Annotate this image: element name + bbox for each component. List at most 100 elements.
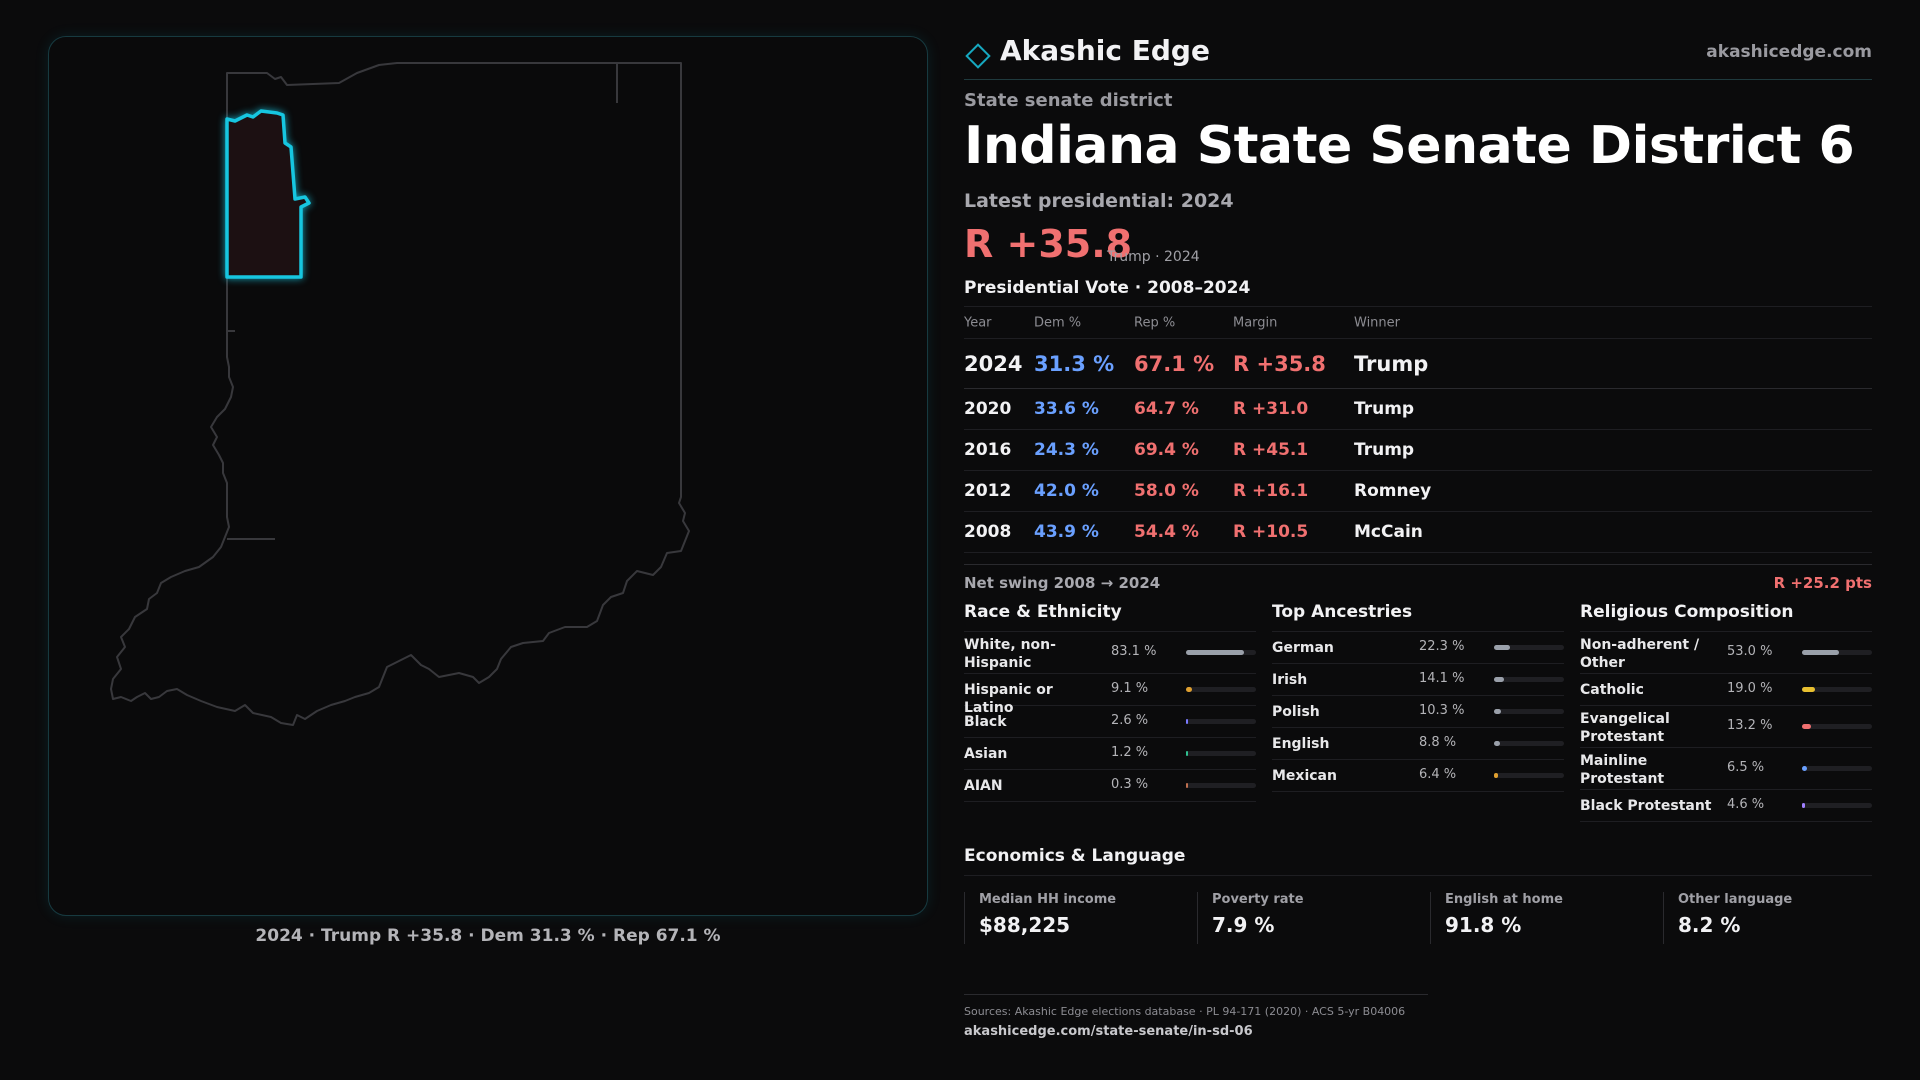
item-value: 4.6 % [1727,797,1765,812]
list-item: Evangelical Protestant 13.2 % [1580,706,1872,748]
diamond-icon [965,43,991,69]
item-label: White, non-Hispanic [964,637,1056,671]
brand-header: Akashic Edge akashicedge.com [964,32,1872,80]
row-dem: 43.9 % [1034,522,1099,542]
item-value: 19.0 % [1727,681,1773,696]
sources-url[interactable]: akashicedge.com/state-senate/in-sd-06 [964,1024,1253,1039]
row-year: 2008 [964,522,1012,542]
presidential-table-title: Presidential Vote · 2008–2024 [964,278,1251,298]
item-label: Evangelical Protestant [1580,711,1670,745]
item-label: Catholic [1580,682,1644,698]
district-map[interactable] [48,36,928,916]
item-bar-track [1186,783,1256,788]
item-bar-track [1494,645,1564,650]
row-margin: R +10.5 [1233,522,1309,542]
item-label: Mainline Protestant [1580,753,1665,787]
district-6-shape[interactable] [225,109,311,279]
econ-label: English at home [1445,892,1563,907]
item-label: Mexican [1272,768,1337,784]
headline-margin: R +35.8 [964,222,1133,266]
item-bar-fill [1186,783,1188,788]
item-bar-track [1186,719,1256,724]
list-item: Non-adherent / Other 53.0 % [1580,632,1872,674]
row-winner: Trump [1354,399,1415,419]
col-margin: Margin [1233,315,1278,330]
item-value: 53.0 % [1727,644,1773,659]
ancestries-section: Top Ancestries German 22.3 % Irish 14.1 % Po… [1272,602,1564,792]
list-item: Asian 1.2 % [964,738,1256,770]
item-bar-fill [1802,650,1840,655]
list-item: Mexican 6.4 % [1272,760,1564,792]
page-title: Indiana State Senate District 6 [964,116,1855,176]
sources-footer: Sources: Akashic Edge elections database… [964,994,1428,1039]
item-value: 9.1 % [1111,681,1149,696]
list-item: German 22.3 % [1272,632,1564,664]
item-bar-track [1802,766,1872,771]
item-label: German [1272,640,1334,656]
map-caption: 2024 · Trump R +35.8 · Dem 31.3 % · Rep … [255,926,721,946]
row-winner: Trump [1354,440,1415,460]
presidential-vote-table: Year Dem % Rep % Margin Winner 2024 31.3… [964,306,1872,553]
row-rep: 69.4 % [1134,440,1199,460]
item-bar-fill [1186,687,1193,692]
econ-value: 8.2 % [1678,913,1741,937]
item-bar-fill [1494,709,1502,714]
item-bar-track [1494,773,1564,778]
item-value: 22.3 % [1419,639,1465,654]
brand-name: Akashic Edge [1000,34,1210,67]
item-bar-fill [1186,751,1188,756]
item-bar-fill [1494,741,1501,746]
row-dem: 42.0 % [1034,481,1099,501]
table-row: 2008 43.9 % 54.4 % R +10.5 McCain [964,512,1872,553]
row-margin: R +45.1 [1233,440,1309,460]
row-dem: 24.3 % [1034,440,1099,460]
item-bar-track [1802,650,1872,655]
item-label: Polish [1272,704,1320,720]
list-item: Hispanic or Latino 9.1 % [964,674,1256,716]
econ-value: 91.8 % [1445,913,1522,937]
item-value: 83.1 % [1111,644,1157,659]
headline-margin-sub: Trump · 2024 [1107,249,1200,265]
list-item: Polish 10.3 % [1272,696,1564,728]
econ-card-income: Median HH income $88,225 [964,892,1184,944]
page-kicker: State senate district [964,90,1173,111]
religion-section: Religious Composition Non-adherent / Oth… [1580,602,1872,822]
sources-text: Sources: Akashic Edge elections database… [964,1005,1406,1018]
item-bar-fill [1494,773,1499,778]
item-value: 13.2 % [1727,718,1773,733]
econ-label: Median HH income [979,892,1117,907]
item-value: 10.3 % [1419,703,1465,718]
row-rep: 64.7 % [1134,399,1199,419]
row-year: 2024 [964,351,1023,376]
row-dem: 31.3 % [1034,351,1115,376]
row-year: 2020 [964,399,1012,419]
row-winner: Trump [1354,351,1429,376]
brand-url[interactable]: akashicedge.com [1706,42,1872,62]
item-bar-track [1802,803,1872,808]
race-ethnicity-section: Race & Ethnicity White, non-Hispanic 83.1… [964,602,1256,802]
item-label: Asian [964,746,1008,762]
item-bar-fill [1186,650,1245,655]
item-bar-track [1802,687,1872,692]
econ-card-poverty: Poverty rate 7.9 % [1197,892,1417,944]
ancestry-list: German 22.3 % Irish 14.1 % Polish 10.3 % Engli… [1272,632,1564,792]
econ-card-english: English at home 91.8 % [1430,892,1650,944]
section-title: Race & Ethnicity [964,602,1256,632]
item-bar-fill [1494,677,1504,682]
col-winner: Winner [1354,315,1401,330]
race-list: White, non-Hispanic 83.1 % Hispanic or Lat… [964,632,1256,802]
info-panel: Akashic Edge akashicedge.com State senat… [964,0,1872,1080]
table-row: 2012 42.0 % 58.0 % R +16.1 Romney [964,471,1872,512]
list-item: White, non-Hispanic 83.1 % [964,632,1256,674]
swing-label: Net swing 2008 → 2024 [964,574,1161,592]
item-value: 8.8 % [1419,735,1457,750]
list-item: Black Protestant 4.6 % [1580,790,1872,822]
row-year: 2016 [964,440,1012,460]
row-winner: McCain [1354,522,1423,542]
religion-list: Non-adherent / Other 53.0 % Catholic 19.0 %… [1580,632,1872,822]
swing-value: R +25.2 pts [1773,574,1872,592]
list-item: English 8.8 % [1272,728,1564,760]
latest-presidential-label: Latest presidential: 2024 [964,190,1234,212]
state-map-svg [110,62,690,726]
table-header: Year Dem % Rep % Margin Winner [964,307,1872,339]
